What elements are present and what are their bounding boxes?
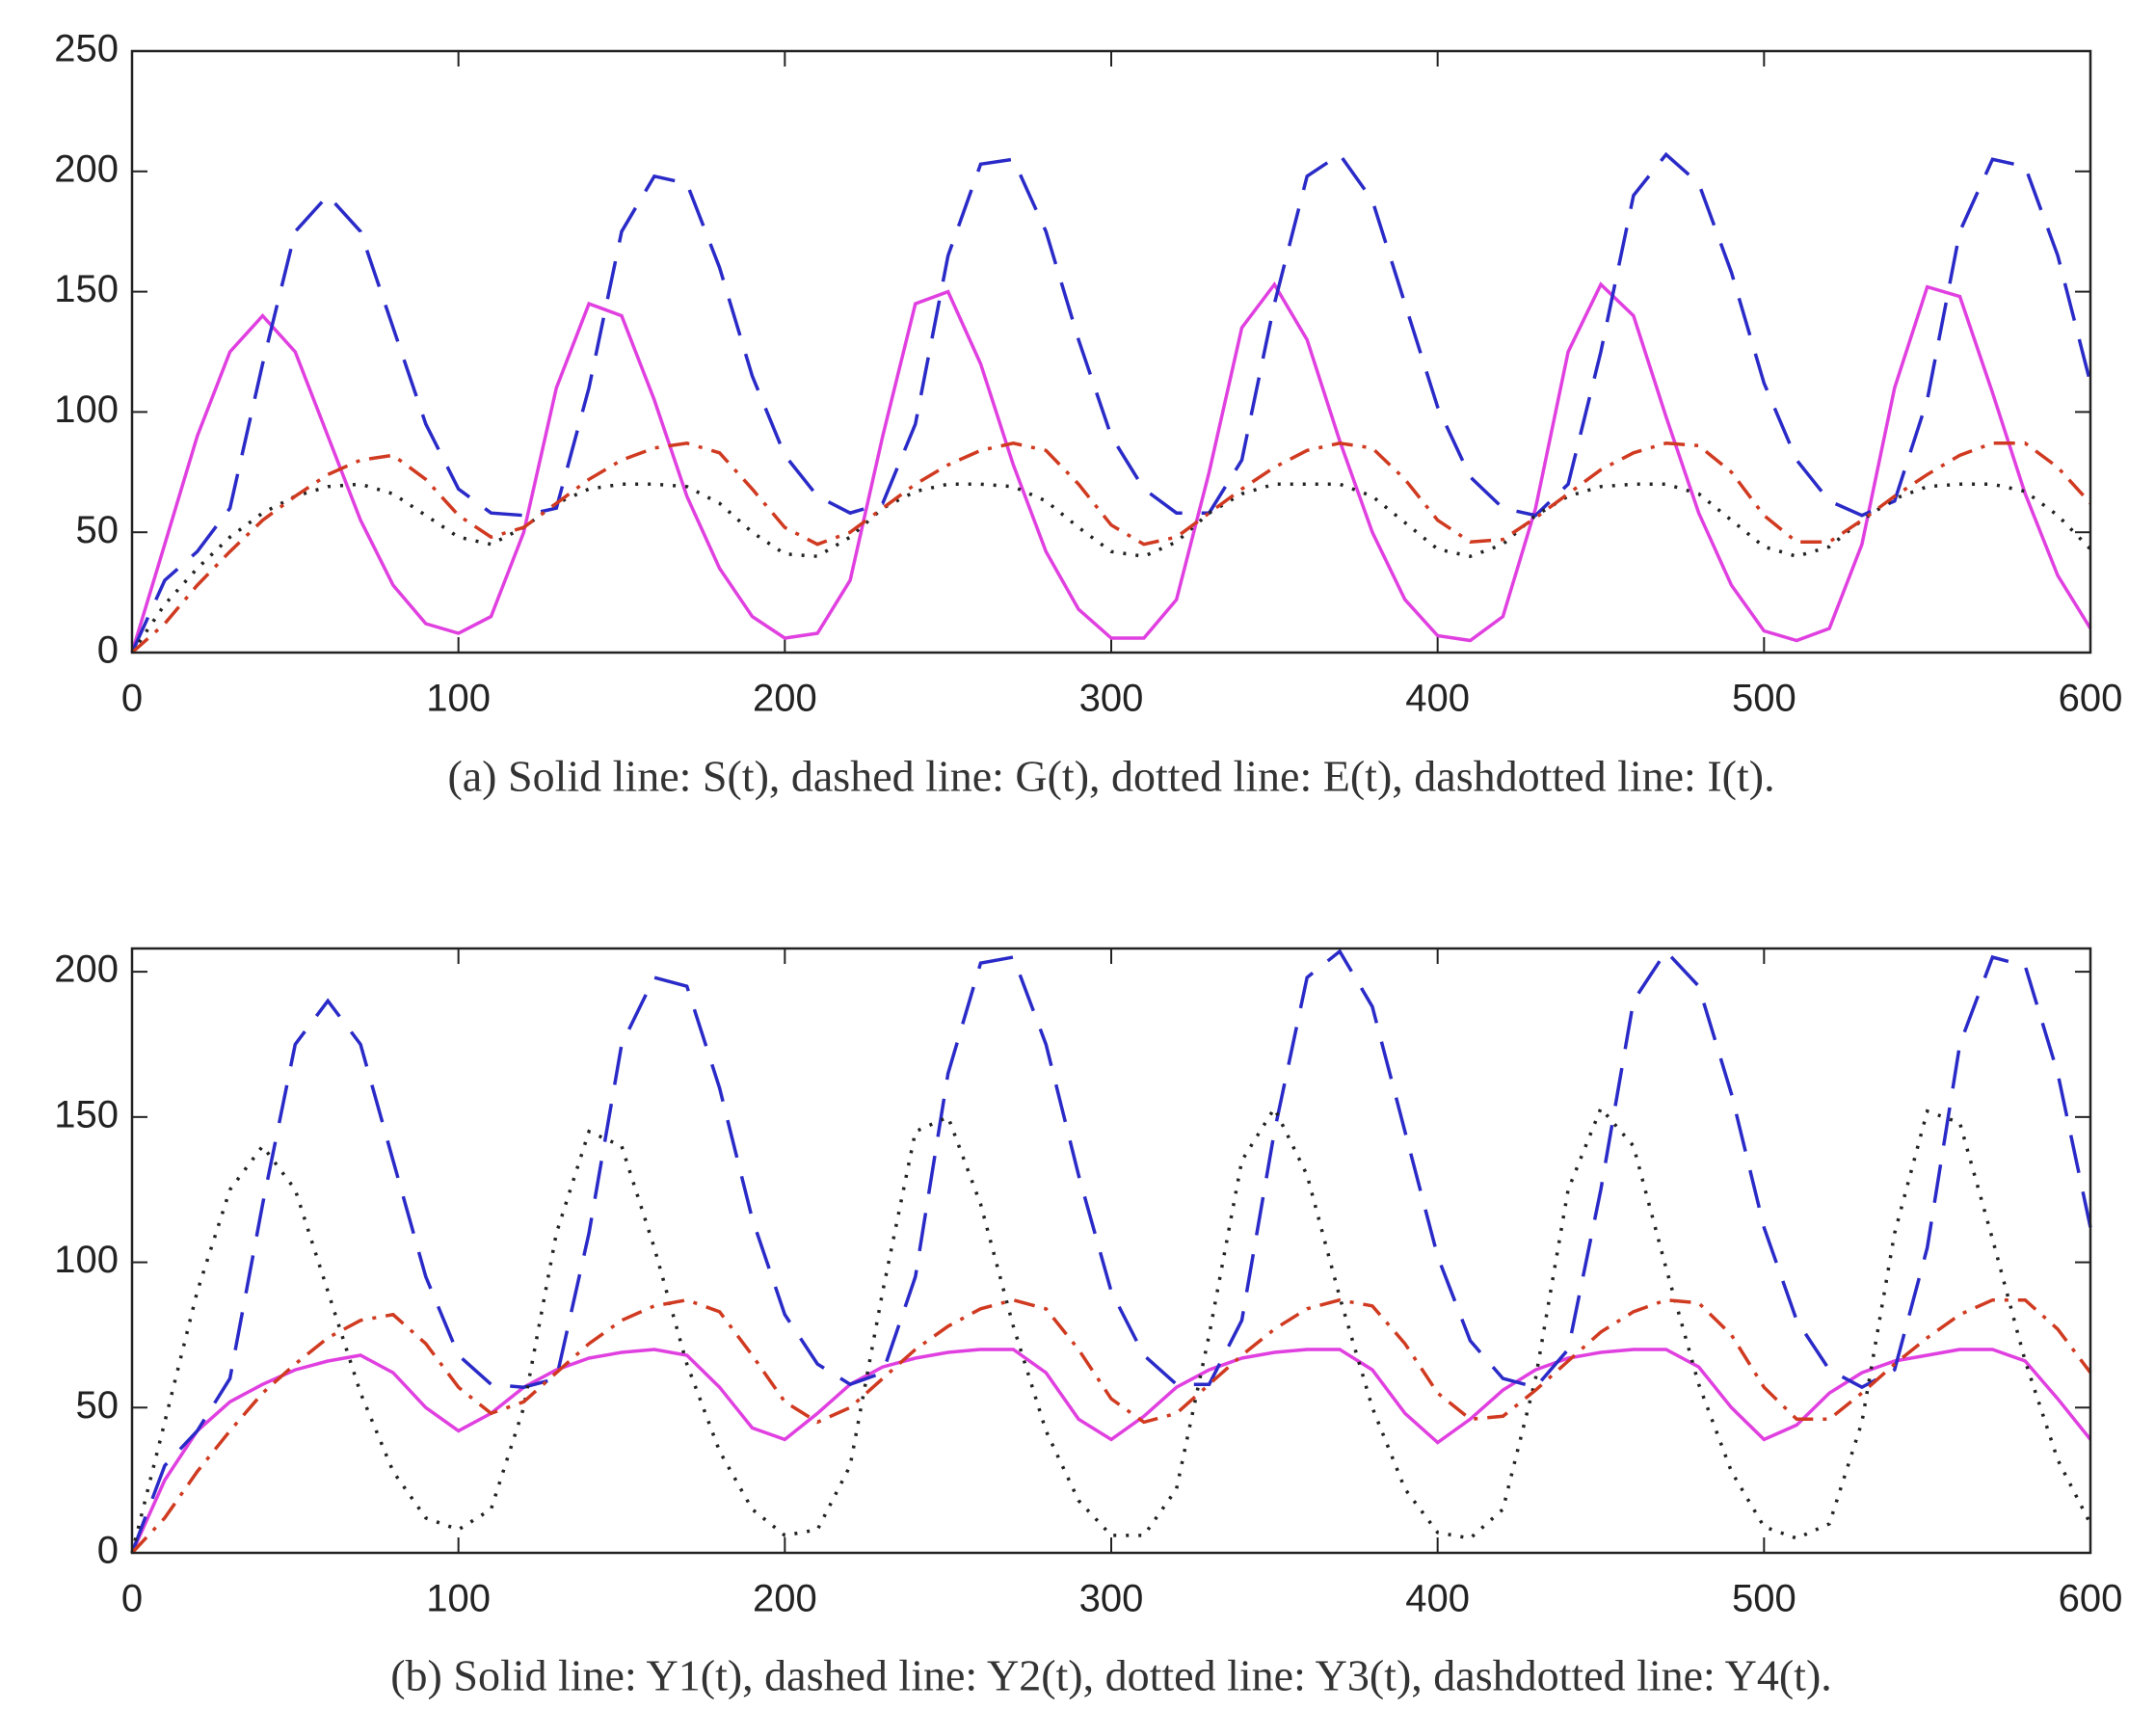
y-tick-label: 200 <box>54 948 119 991</box>
series-line <box>130 1105 2092 1554</box>
x-tick-label: 400 <box>1405 678 1470 720</box>
series-line <box>130 151 2092 654</box>
series-line <box>130 441 2092 654</box>
series-line <box>130 1348 2092 1554</box>
y-tick-label: 0 <box>97 629 119 672</box>
caption: (a) Solid line: S(t), dashed line: G(t),… <box>447 752 1774 801</box>
x-tick-label: 200 <box>753 678 817 720</box>
x-tick-label: 500 <box>1732 678 1796 720</box>
x-tick-label: 600 <box>2059 1578 2123 1620</box>
y-tick-label: 150 <box>54 268 119 310</box>
series-line <box>130 1297 2092 1555</box>
y-tick-label: 50 <box>76 509 120 551</box>
y-tick-label: 100 <box>54 1239 119 1281</box>
y-tick-label: 50 <box>76 1384 120 1427</box>
x-tick-label: 100 <box>426 678 491 720</box>
x-tick-label: 0 <box>121 678 143 720</box>
x-tick-label: 300 <box>1079 1578 1144 1620</box>
x-tick-label: 300 <box>1079 678 1144 720</box>
y-tick-label: 250 <box>54 28 119 70</box>
x-tick-label: 200 <box>753 1578 817 1620</box>
series-line <box>130 482 2092 654</box>
x-tick-label: 500 <box>1732 1578 1796 1620</box>
plot-frame <box>130 49 2092 654</box>
x-tick-label: 600 <box>2059 678 2123 720</box>
caption: (b) Solid line: Y1(t), dashed line: Y2(t… <box>390 1651 1832 1700</box>
y-tick-label: 200 <box>54 147 119 190</box>
x-tick-label: 100 <box>426 1578 491 1620</box>
x-tick-label: 0 <box>121 1578 143 1620</box>
series-line <box>130 948 2092 1554</box>
x-tick-label: 400 <box>1405 1578 1470 1620</box>
y-tick-label: 150 <box>54 1093 119 1135</box>
y-tick-label: 100 <box>54 388 119 431</box>
y-tick-label: 0 <box>97 1530 119 1572</box>
series-line <box>130 280 2092 654</box>
plot-frame <box>130 947 2092 1555</box>
